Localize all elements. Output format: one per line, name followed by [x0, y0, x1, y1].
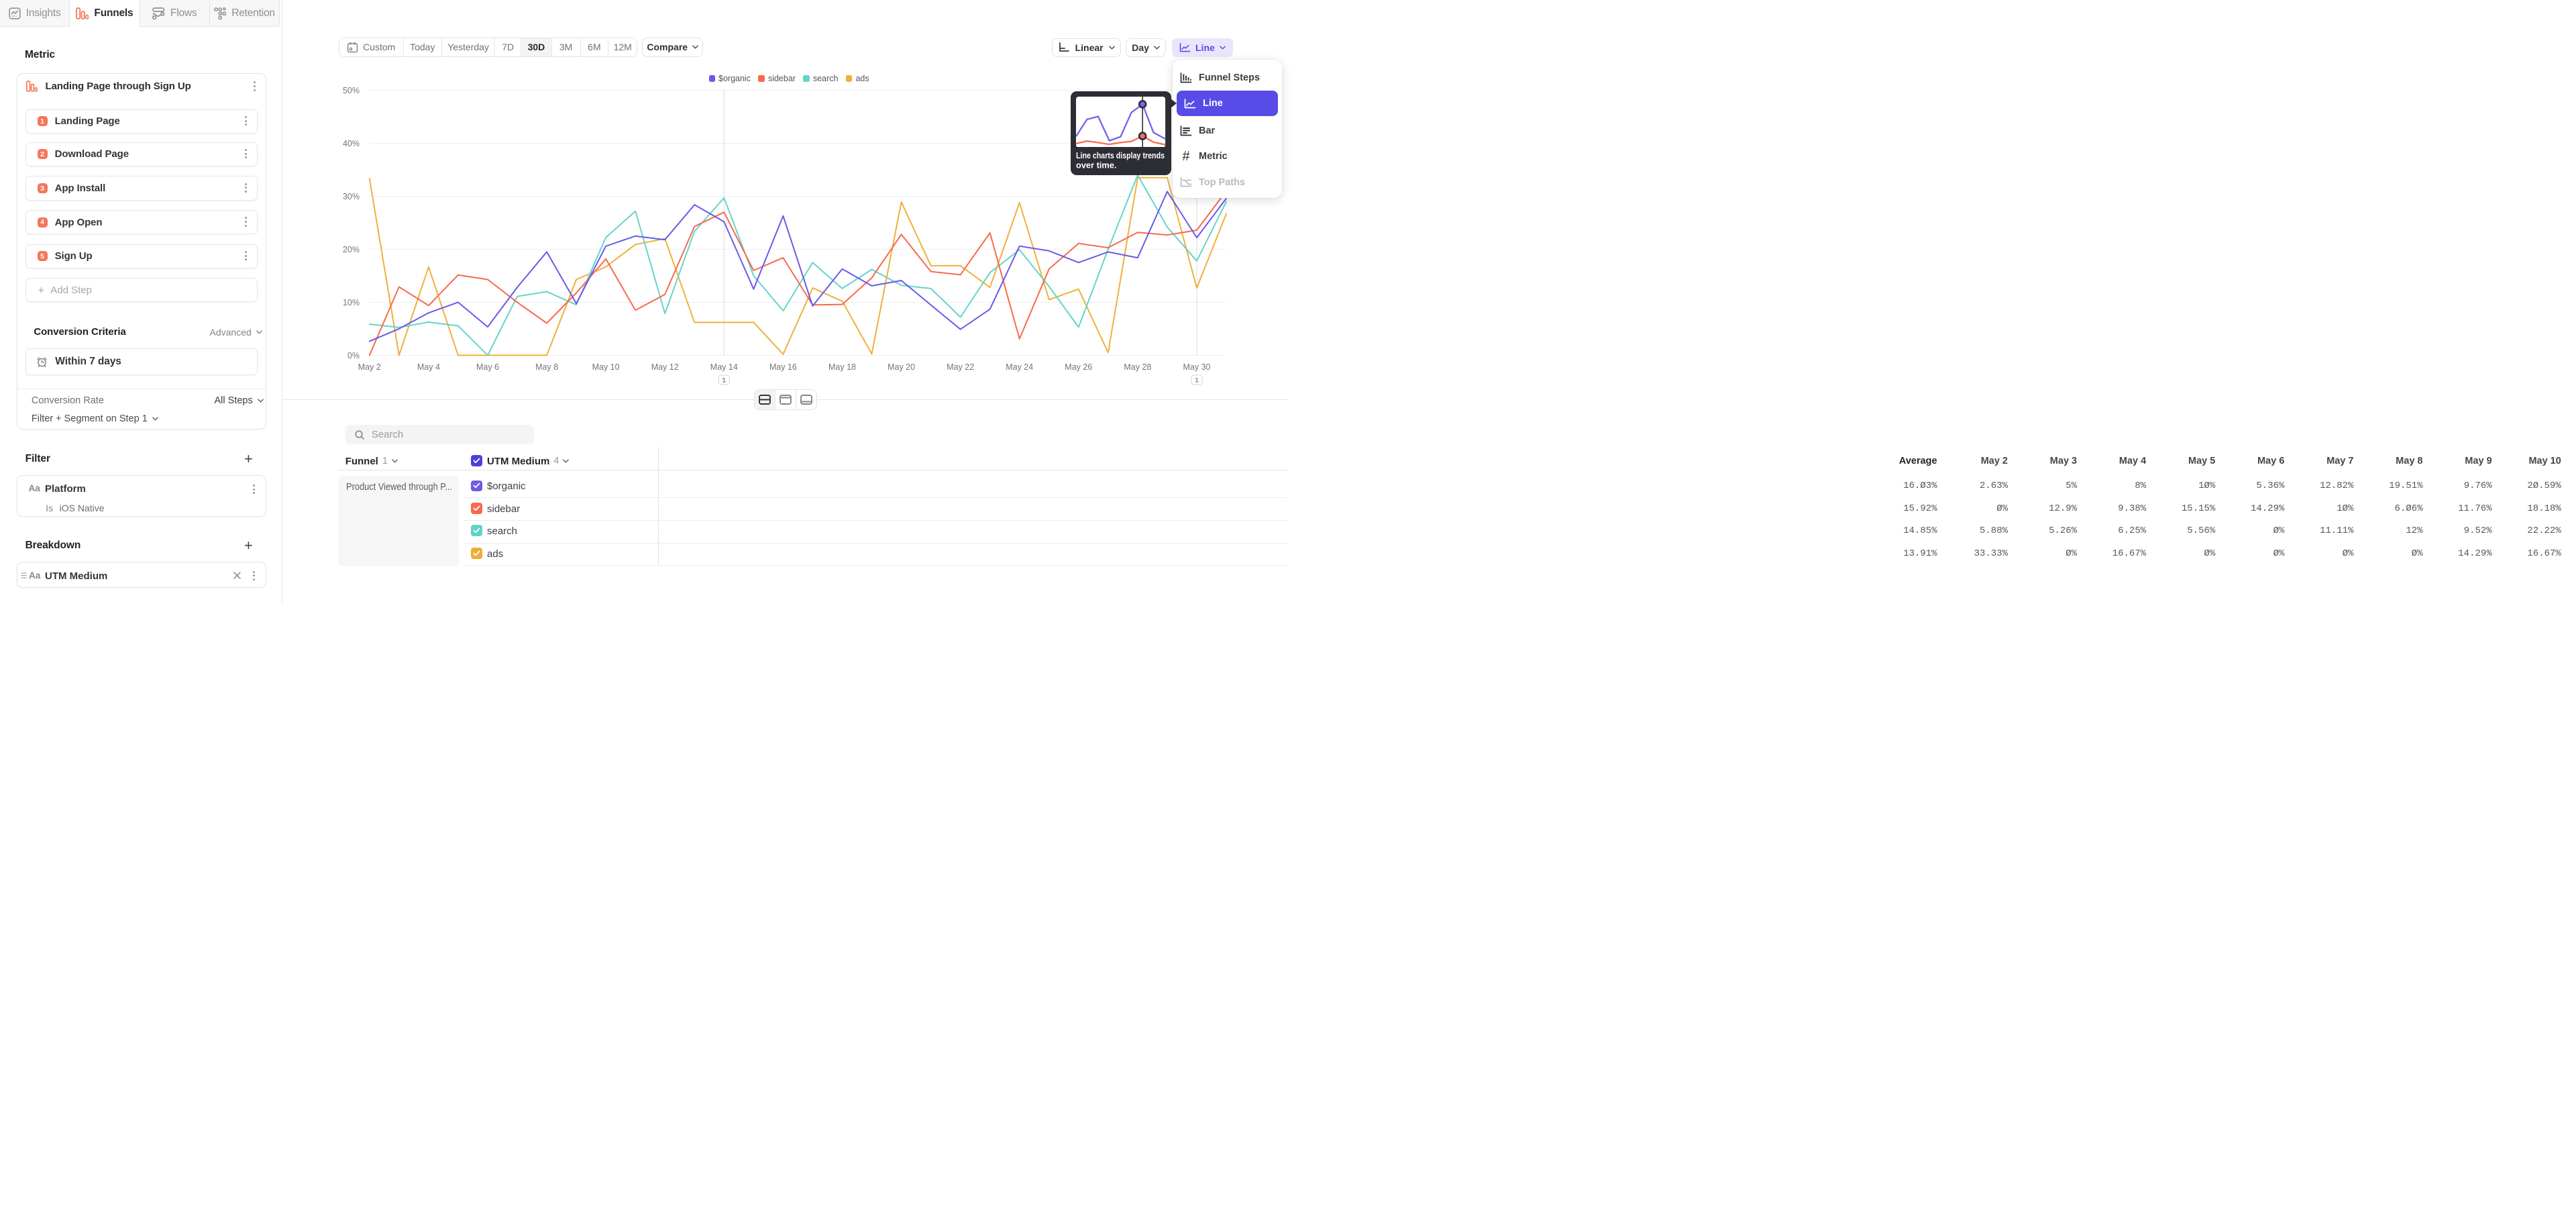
svg-text:1: 1 [722, 378, 726, 385]
svg-text:May 8: May 8 [535, 362, 558, 372]
svg-text:May 4: May 4 [417, 362, 440, 372]
svg-text:May 12: May 12 [651, 362, 679, 372]
svg-text:May 18: May 18 [828, 362, 856, 372]
svg-text:May 30: May 30 [1183, 362, 1211, 372]
svg-text:50%: 50% [343, 86, 360, 95]
svg-text:May 28: May 28 [1124, 362, 1151, 372]
svg-text:Line charts display trends: Line charts display trends [1076, 150, 1165, 160]
svg-text:0%: 0% [347, 351, 360, 360]
svg-text:May 20: May 20 [888, 362, 915, 372]
svg-text:May 16: May 16 [769, 362, 797, 372]
svg-text:May 26: May 26 [1065, 362, 1092, 372]
svg-text:40%: 40% [343, 139, 360, 148]
svg-text:May 10: May 10 [592, 362, 620, 372]
svg-text:May 2: May 2 [358, 362, 381, 372]
svg-text:20%: 20% [343, 245, 360, 254]
svg-text:1: 1 [1195, 378, 1199, 385]
svg-text:10%: 10% [343, 298, 360, 307]
svg-text:Product Viewed through P...: Product Viewed through P... [346, 482, 452, 493]
svg-text:May 14: May 14 [710, 362, 738, 372]
svg-text:30%: 30% [343, 192, 360, 201]
svg-text:over time.: over time. [1076, 160, 1116, 170]
svg-text:May 6: May 6 [476, 362, 499, 372]
svg-text:May 24: May 24 [1006, 362, 1033, 372]
svg-text:May 22: May 22 [947, 362, 974, 372]
